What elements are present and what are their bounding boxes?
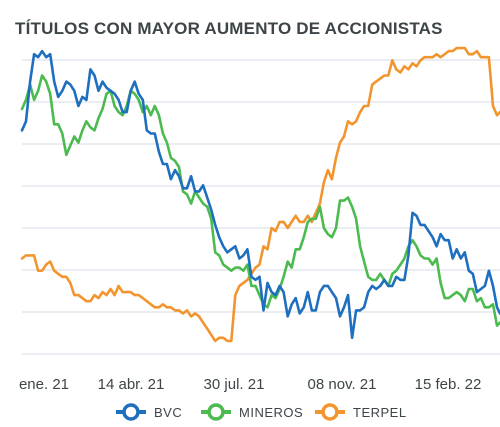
series-line-terpel <box>20 46 500 343</box>
chart-title: TÍTULOS CON MAYOR AUMENTO DE ACCIONISTAS <box>15 19 443 38</box>
x-tick-label: 14 abr. 21 <box>98 376 165 393</box>
legend-item-mineros: MINEROS <box>201 403 303 421</box>
series-line-bvc <box>20 49 500 340</box>
x-axis-ticks: ene. 21 14 abr. 21 30 jul. 21 08 nov. 21 15 … <box>19 376 481 393</box>
x-tick-label: 15 feb. 22 <box>415 376 482 393</box>
x-tick-label: 30 jul. 21 <box>204 376 265 393</box>
legend-label: TERPEL <box>353 405 407 420</box>
legend-marker <box>321 403 339 421</box>
x-tick-label: 08 nov. 21 <box>308 376 377 393</box>
legend: BVC MINEROS TERPEL <box>116 403 407 421</box>
series-lines <box>20 46 500 343</box>
legend-label: BVC <box>154 405 182 420</box>
grid <box>22 59 500 355</box>
legend-item-terpel: TERPEL <box>315 403 407 421</box>
legend-item-bvc: BVC <box>116 403 182 421</box>
legend-marker <box>122 403 140 421</box>
legend-label: MINEROS <box>239 405 303 420</box>
legend-marker <box>207 403 225 421</box>
x-tick-label: ene. 21 <box>19 376 69 393</box>
